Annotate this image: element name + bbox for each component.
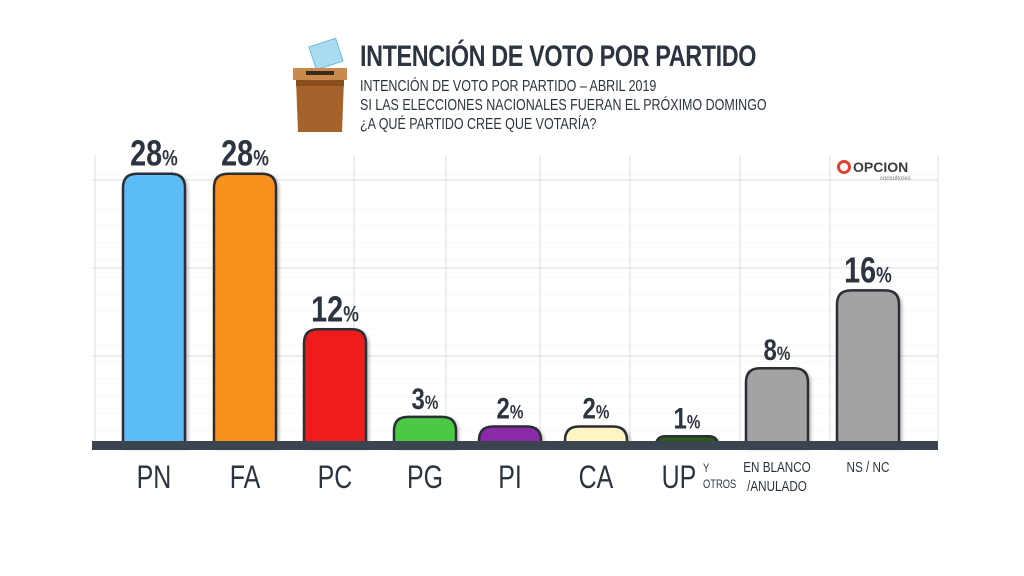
- bar-en-blanco-anulado: [744, 366, 810, 448]
- value-label: 3%: [412, 381, 439, 415]
- bar-pc: [302, 328, 368, 448]
- category-label-suffix: OTROS: [703, 478, 736, 491]
- category-label: EN BLANCO: [743, 459, 811, 476]
- bars: 28% 28% 12% 3% 2% 2% 1% 8% 16%: [121, 133, 901, 448]
- value-label: 8%: [764, 333, 791, 367]
- category-label: PI: [498, 460, 522, 496]
- opcion-logo: OPCION consultores: [837, 159, 911, 182]
- category-label: PC: [318, 460, 353, 496]
- category-label-suffix: Y: [703, 462, 709, 475]
- value-label: 1%: [674, 401, 701, 435]
- chart-title: INTENCIÓN DE VOTO POR PARTIDO: [360, 40, 757, 73]
- logo-tagline: consultores: [880, 176, 911, 182]
- category-labels: PN FA PC PG PI CA UP Y OTROS EN BLANCO/ANULADO NS …: [137, 459, 890, 496]
- value-label: 2%: [497, 391, 524, 425]
- category-label: PN: [137, 460, 172, 496]
- ballot-box-icon: [293, 38, 347, 132]
- category-label: /ANULADO: [747, 478, 807, 495]
- category-label: PG: [407, 460, 443, 496]
- bar-fa: [212, 172, 278, 448]
- bar-pg: [392, 415, 458, 448]
- value-label: 28%: [130, 133, 178, 174]
- category-label: UP: [662, 460, 697, 496]
- category-label: NS / NC: [847, 459, 890, 476]
- value-label: 12%: [311, 288, 359, 329]
- chart-header: INTENCIÓN DE VOTO POR PARTIDO INTENCIÓN …: [290, 38, 810, 138]
- question-line-2: ¿A QUÉ PARTIDO CREE QUE VOTARÍA?: [360, 116, 597, 133]
- bar-pn: [121, 172, 187, 448]
- question-line-1: SI LAS ELECCIONES NACIONALES FUERAN EL P…: [360, 97, 767, 114]
- value-label: 16%: [844, 249, 892, 290]
- chart-subtitle: INTENCIÓN DE VOTO POR PARTIDO – ABRIL 20…: [360, 78, 657, 95]
- category-label: FA: [230, 460, 261, 496]
- logo-text: OPCION: [853, 159, 908, 175]
- value-label: 2%: [583, 391, 610, 425]
- x-axis: [92, 441, 938, 450]
- category-label: CA: [579, 460, 614, 496]
- bar-ns-nc: [835, 289, 901, 448]
- value-label: 28%: [221, 133, 269, 174]
